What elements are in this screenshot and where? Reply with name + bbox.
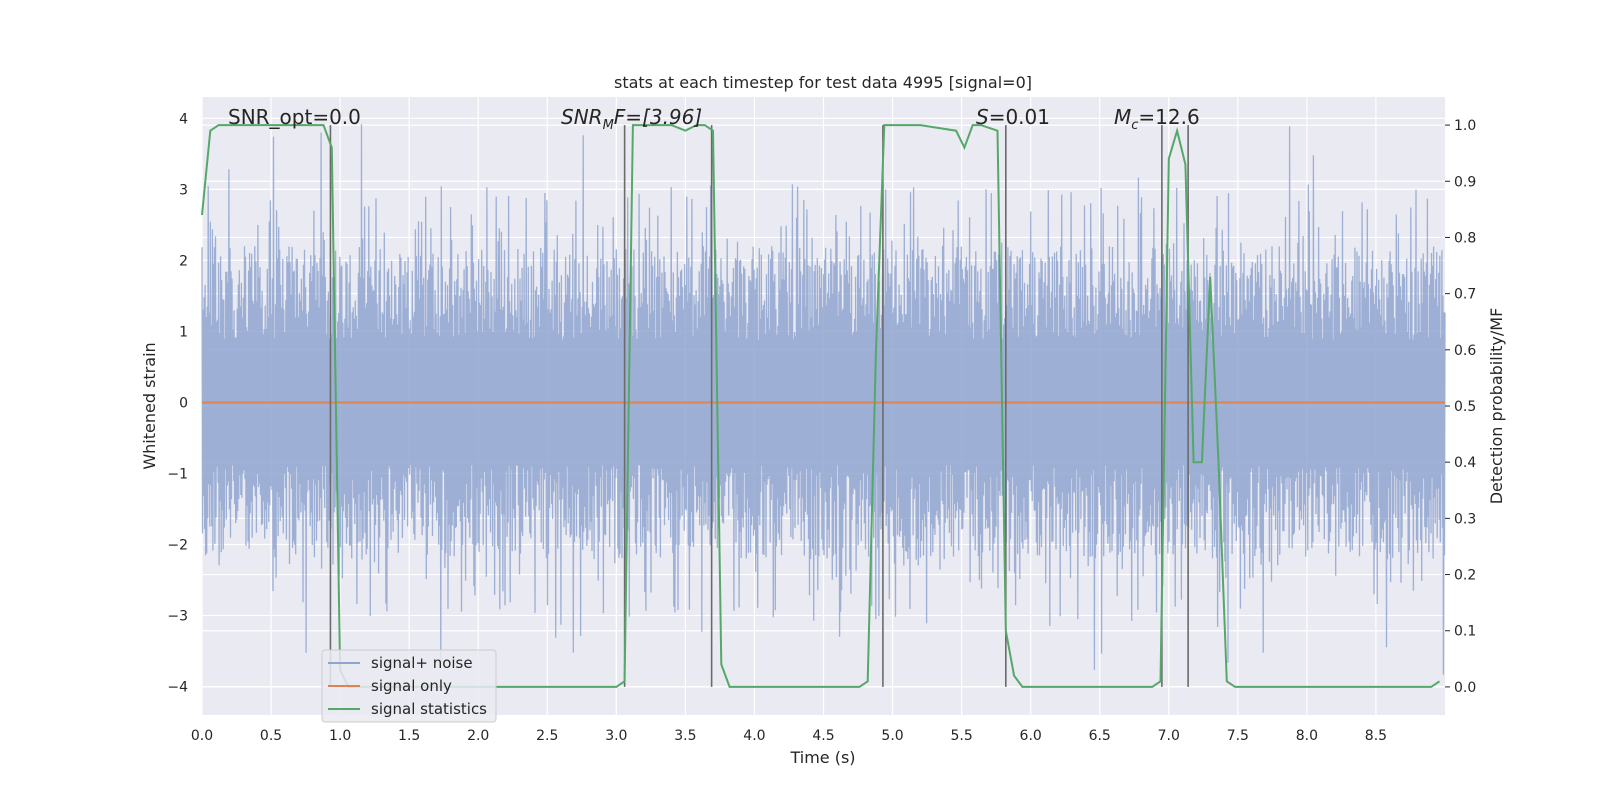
y-right-tick-label: 0.0: [1454, 680, 1476, 696]
y-left-tick-label: −3: [167, 609, 188, 625]
x-tick-label: 3.5: [674, 728, 696, 744]
x-tick-label: 2.0: [467, 728, 489, 744]
y-left-tick-label: −4: [167, 680, 188, 696]
legend-label-signal-statistics: signal statistics: [371, 700, 487, 718]
vertical-marker-lines: [329, 125, 1189, 687]
y-left-tick-label: −1: [167, 466, 188, 482]
annotation-mc: Mc=12.6: [1114, 105, 1200, 133]
annotation-mc-sub: c: [1131, 118, 1138, 133]
y-right-tick-label: 0.2: [1454, 568, 1476, 584]
y-left-tick-labels: 4 3 2 1 0 −1 −2 −3 −4: [167, 111, 188, 695]
y-right-tick-labels: 1.0 0.9 0.8 0.7 0.6 0.5 0.4 0.3 0.2 0.1 0.0: [1445, 118, 1476, 696]
y-left-tick-label: 1: [179, 324, 188, 340]
y-left-tick-label: 0: [179, 395, 188, 411]
y-left-tick-label: 2: [179, 253, 188, 269]
x-tick-label: 8.5: [1365, 728, 1387, 744]
y-axis-right-label: Detection probability/MF: [1487, 308, 1506, 505]
x-tick-label: 5.0: [881, 728, 903, 744]
x-tick-label: 1.5: [398, 728, 420, 744]
signal-plus-noise-series: [201, 124, 1446, 675]
y-right-tick-label: 1.0: [1454, 118, 1476, 134]
y-right-tick-label: 0.7: [1454, 287, 1476, 303]
y-right-tick-label: 0.9: [1454, 174, 1476, 190]
x-tick-label: 4.0: [743, 728, 765, 744]
y-left-tick-label: 3: [179, 182, 188, 198]
y-axis-left-label: Whitened strain: [140, 342, 159, 469]
annotation-snr-mf-sub: M: [603, 118, 614, 133]
legend-box: [321, 649, 497, 723]
legend-label-signal-only: signal only: [371, 677, 452, 695]
x-tick-label: 0.0: [191, 728, 213, 744]
annotation-snr-mf: SNRMF=[3.96]: [561, 105, 702, 133]
x-tick-label: 1.0: [329, 728, 351, 744]
annotation-mc-main: M: [1114, 105, 1131, 129]
y-right-tick-label: 0.5: [1454, 399, 1476, 415]
chart-title: stats at each timestep for test data 499…: [614, 73, 1032, 92]
x-tick-label: 6.0: [1020, 728, 1042, 744]
annotation-snr-mf-rest: F=[3.96]: [614, 105, 702, 129]
x-tick-label: 3.0: [605, 728, 627, 744]
legend: signal+ noise signal only signal statist…: [321, 649, 497, 723]
y-left-tick-label: −2: [167, 538, 188, 554]
x-tick-label: 7.5: [1227, 728, 1249, 744]
annotation-mc-rest: =12.6: [1138, 105, 1199, 129]
x-axis-label: Time (s): [789, 748, 855, 767]
annotation-s-main: S: [976, 105, 989, 129]
x-tick-label: 4.5: [812, 728, 834, 744]
y-right-tick-label: 0.8: [1454, 230, 1476, 246]
x-tick-label: 2.5: [536, 728, 558, 744]
x-tick-label: 0.5: [260, 728, 282, 744]
annotation-s: S=0.01: [976, 105, 1050, 129]
signal-plus-noise-line: [201, 124, 1446, 675]
x-tick-label: 5.5: [950, 728, 972, 744]
y-right-tick-label: 0.1: [1454, 624, 1476, 640]
legend-label-signal-plus-noise: signal+ noise: [371, 654, 473, 672]
x-tick-label: 7.0: [1158, 728, 1180, 744]
x-tick-label: 6.5: [1089, 728, 1111, 744]
annotation-s-rest: =0.01: [989, 105, 1050, 129]
x-tick-label: 8.0: [1296, 728, 1318, 744]
annotation-snr-mf-main: SNR: [561, 105, 603, 129]
y-right-tick-label: 0.4: [1454, 455, 1476, 471]
y-right-tick-label: 0.6: [1454, 343, 1476, 359]
y-left-tick-label: 4: [179, 111, 188, 127]
y-right-tick-label: 0.3: [1454, 511, 1476, 527]
annotation-snr-opt: SNR_opt=0.0: [228, 105, 361, 129]
x-tick-labels: 0.0 0.5 1.0 1.5 2.0 2.5 3.0 3.5 4.0 4.5 5.0 5.5 6.0 6…: [191, 728, 1387, 744]
